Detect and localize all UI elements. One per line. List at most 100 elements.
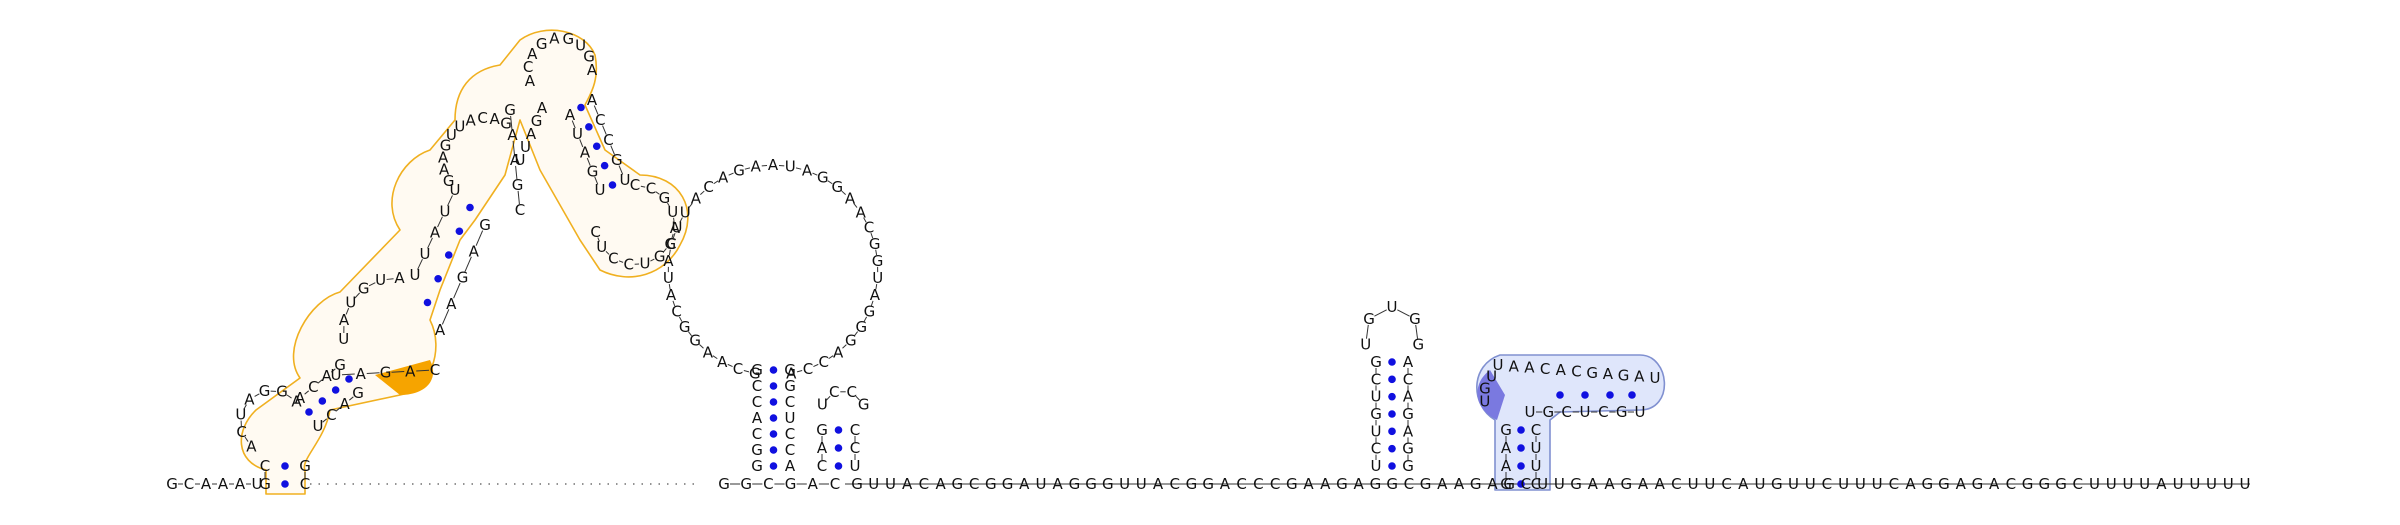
backbone-segment [663, 248, 667, 253]
backbone-segment [317, 379, 323, 384]
backbone-segment [672, 300, 676, 307]
nucleotide-73: U [1855, 475, 1866, 493]
nucleotide-176: C [630, 176, 640, 194]
nucleotide-78: G [1938, 475, 1950, 493]
nucleotide-84: G [2039, 475, 2051, 493]
base-pair-dot [1517, 480, 1525, 488]
backbone-segment [827, 180, 833, 185]
nucleotide-145: A [490, 110, 501, 128]
nucleotide-286: A [1603, 365, 1614, 383]
nucleotide-61: A [1655, 475, 1666, 493]
nucleotide-34: G [1202, 475, 1214, 493]
nucleotide-131: U [450, 181, 461, 199]
nucleotide-103: U [235, 406, 246, 424]
nucleotide-82: C [2006, 475, 2016, 493]
nucleotide-194: G [751, 457, 763, 475]
backbone-segment [368, 282, 376, 287]
nucleotide-232: G [864, 303, 876, 321]
nucleotide-291: G [1543, 403, 1555, 421]
nucleotide-15: U [885, 475, 896, 493]
nucleotide-252: G [1370, 405, 1382, 423]
base-pair-dot [1388, 375, 1396, 384]
nucleotide-169: G [587, 162, 599, 180]
backbone-segment [712, 355, 718, 360]
backbone-segment [515, 165, 518, 180]
nucleotide-229: G [872, 252, 884, 270]
base-pair-dot [466, 203, 474, 212]
nucleotide-264: G [1363, 310, 1375, 328]
base-pair-dot [1388, 462, 1396, 470]
nucleotide-153: G [512, 176, 524, 194]
base-pair-dot [592, 142, 601, 151]
backbone-segment [366, 372, 380, 374]
backbone-segment [579, 139, 584, 148]
backbone-segment [618, 165, 624, 175]
nucleotide-2: C [184, 475, 194, 493]
nucleotide-268: G [1500, 475, 1512, 493]
nucleotide-154: A [510, 151, 521, 169]
nucleotide-272: C [1531, 475, 1541, 493]
nucleotide-250: C [1371, 440, 1381, 458]
nucleotide-50: G [1470, 475, 1482, 493]
backbone-segment [853, 203, 858, 208]
nucleotide-172: C [595, 111, 605, 129]
nucleotide-119: G [358, 279, 370, 297]
nucleotide-97: G [259, 475, 271, 493]
nucleotide-124: G [380, 364, 392, 382]
nucleotide-266: G [1409, 310, 1421, 328]
nucleotide-271: G [1500, 421, 1512, 439]
nucleotide-222: A [802, 162, 813, 180]
nucleotide-102: C [236, 423, 246, 441]
nucleotide-161: A [549, 29, 560, 47]
backbone-segment [597, 237, 600, 242]
nucleotide-77: G [1921, 475, 1933, 493]
nucleotide-177: C [646, 179, 656, 197]
backbone-segment [593, 105, 599, 115]
nucleotide-234: G [845, 332, 857, 350]
nucleotide-221: U [785, 157, 796, 175]
nucleotide-148: U [520, 138, 531, 156]
nucleotide-179: U [667, 203, 678, 221]
nucleotide-296: U [1635, 403, 1646, 421]
nucleotide-190: C [752, 393, 762, 411]
backbone-segment [870, 300, 874, 307]
backbone-segment [244, 436, 249, 442]
nucleotide-206: G [689, 332, 701, 350]
nucleotide-273: U [1531, 457, 1542, 475]
nucleotide-280: A [1509, 357, 1520, 375]
base-pair-dot [444, 251, 453, 259]
nucleotide-204: A [717, 353, 728, 371]
nucleotide-8: G [740, 475, 752, 493]
nucleotide-117: A [339, 311, 350, 329]
nucleotide-156: G [504, 101, 516, 119]
nucleotide-20: C [969, 475, 979, 493]
nucleotide-10: G [785, 475, 797, 493]
nucleotide-24: U [1035, 475, 1046, 493]
nucleotide-165: A [587, 61, 598, 79]
nucleotide-182: G [654, 247, 666, 265]
backbone-segment [713, 180, 719, 185]
backbone-segment [679, 217, 683, 223]
base-pair-dot [1388, 358, 1396, 366]
nucleotide-171: A [587, 91, 598, 109]
backbone-segment [795, 167, 802, 170]
nucleotide-218: G [733, 162, 745, 180]
nucleotide-40: A [1303, 475, 1314, 493]
backbone-segment [813, 363, 819, 368]
nucleotide-105: G [259, 382, 271, 400]
nucleotide-64: U [1704, 475, 1715, 493]
nucleotide-129: A [430, 224, 441, 242]
nucleotide-75: C [1889, 475, 1899, 493]
nucleotide-51: A [1487, 475, 1498, 493]
nucleotide-254: C [1371, 370, 1381, 388]
backbone-segment [512, 140, 515, 155]
base-pair-dot [434, 274, 442, 283]
nucleotide-253: U [1371, 388, 1382, 406]
nucleotide-186: U [596, 238, 607, 256]
backbone-segment [335, 407, 341, 412]
base-pair-dot [769, 446, 778, 454]
nucleotide-16: A [902, 475, 913, 493]
nucleotide-101: A [246, 438, 257, 456]
backbone-segment [650, 258, 655, 262]
